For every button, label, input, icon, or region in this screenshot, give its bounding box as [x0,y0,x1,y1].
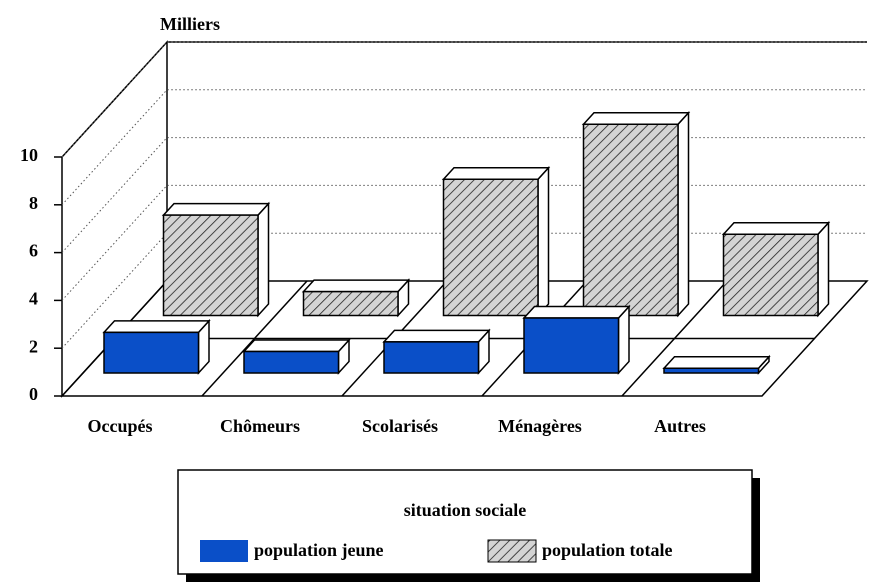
legend-swatch [487,539,537,563]
floor [60,280,869,397]
bar-front [383,341,480,374]
bar-top [382,329,491,343]
bar-top [721,221,831,235]
legend [177,469,753,575]
grid-line [61,41,867,158]
bar-side [537,165,550,318]
bar-side [677,110,690,318]
legend-label: population jeune [254,540,384,560]
bar [242,338,351,375]
floor-divider [621,280,728,397]
x-tick-label: Ménagères [498,416,582,436]
y-tick-label: 8 [29,193,38,213]
bar-front [243,350,340,374]
bar [382,328,491,375]
y-tick-label: 6 [29,241,38,261]
x-tick-label: Scolarisés [362,416,438,436]
y-tick-label: 0 [29,384,38,404]
bar-side [257,201,270,318]
bar-front [302,290,399,317]
bar [721,220,831,318]
bar-front [523,317,620,374]
legend-label: population totale [542,540,673,560]
bar-top [242,339,351,353]
bar [301,278,411,318]
bar-top [102,320,211,334]
floor-divider [201,280,308,397]
bar-front [582,123,679,317]
y-axis-label: Milliers [160,14,220,34]
bar-top [301,279,411,293]
bar-top [161,202,271,216]
bar-front [103,331,200,374]
bar-front [442,178,539,317]
bar [662,354,771,375]
bar-top [441,167,551,181]
y-tick-label: 10 [20,145,38,165]
legend-swatch [200,540,248,562]
x-tick-label: Chômeurs [220,416,300,436]
bar-front [722,233,819,317]
y-tick-label: 4 [29,289,38,309]
bar [441,165,551,318]
x-tick-label: Autres [654,416,706,436]
bar [161,201,271,318]
bar-top [662,355,771,369]
bar [102,318,211,375]
x-tick-label: Occupés [88,416,153,436]
bar-side [817,220,830,318]
bar-top [522,305,631,319]
bar-front [663,367,760,374]
y-tick-label: 2 [29,336,38,356]
bar-front [162,214,259,317]
bar [581,110,691,318]
bar-top [581,112,691,126]
bar [522,304,631,375]
legend-title: situation sociale [404,500,527,520]
